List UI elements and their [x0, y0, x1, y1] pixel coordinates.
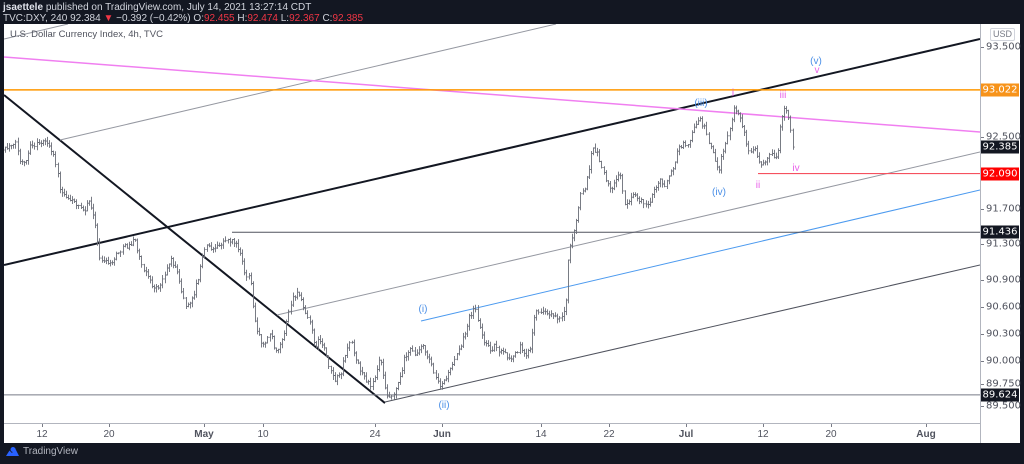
low-value: 92.367 — [289, 13, 320, 24]
price-tick — [981, 307, 984, 309]
low-label: L: — [280, 13, 290, 24]
level-89624-badge: 89.624 — [981, 388, 1019, 402]
time-tick-label: 24 — [369, 429, 381, 440]
time-tick — [42, 424, 43, 427]
time-tick-label: 20 — [825, 429, 837, 440]
author-name[interactable]: jsaettele — [3, 2, 44, 13]
chart-legend: U.S. Dollar Currency Index, 4h, TVC — [10, 29, 163, 40]
price-tick-label: 93.500 — [986, 41, 1021, 53]
wave-label-v-blue: (v) — [810, 56, 822, 67]
wave-i-channel-line[interactable] — [420, 189, 980, 322]
price-tick — [981, 208, 984, 210]
price-tick — [981, 47, 984, 48]
wave-label-iv-magenta: iv — [792, 163, 799, 174]
resistance-93022-badge: 93.022 — [981, 83, 1019, 97]
price-tick-label: 89.500 — [986, 400, 1021, 412]
time-tick — [109, 424, 110, 427]
support-92090-badge: 92.090 — [981, 167, 1019, 181]
publish-info: jsaettele published on TradingView.com, … — [3, 2, 311, 13]
time-tick — [609, 424, 610, 427]
price-change: −0.392 (−0.42%) — [116, 13, 191, 24]
price-tick — [981, 383, 984, 385]
symbol-interval: TVC:DXY, 240 — [3, 13, 68, 24]
price-tick — [981, 244, 984, 246]
price-tick-label: 91.700 — [986, 203, 1021, 215]
magenta-trend-line[interactable] — [4, 56, 980, 133]
ohlc-bars — [4, 105, 795, 400]
price-tick — [981, 280, 984, 282]
time-tick — [204, 424, 205, 427]
wave-label-iv-blue: (iv) — [712, 187, 726, 198]
down-arrow-icon: ▼ — [103, 13, 114, 24]
footer-branding[interactable]: TradingView — [4, 446, 78, 457]
tradingview-cloud-icon — [6, 447, 19, 456]
price-tick — [981, 361, 984, 363]
price-axis-border — [980, 24, 981, 443]
open-label: O: — [193, 13, 204, 24]
level-91436-badge: 91.436 — [981, 225, 1019, 239]
high-value: 92.474 — [247, 13, 278, 24]
open-value: 92.455 — [203, 13, 235, 24]
time-tick-label: Aug — [916, 429, 936, 440]
price-tick — [981, 136, 984, 138]
tradingview-brand: TradingView — [23, 446, 79, 457]
upper-channel-line[interactable] — [4, 38, 980, 266]
wave-label-ii-magenta: ii — [756, 180, 760, 191]
published-text: published on TradingView.com, July 14, 2… — [45, 2, 312, 13]
price-tick-label: 92.500 — [986, 131, 1021, 143]
time-tick-label: Jun — [433, 429, 451, 440]
time-tick — [763, 424, 764, 427]
close-value: 92.385 — [332, 13, 364, 24]
time-axis-border — [4, 423, 980, 424]
time-tick-label: May — [194, 429, 214, 440]
price-tick-label: 90.300 — [986, 328, 1021, 340]
time-tick-label: 22 — [603, 429, 615, 440]
wave-label-iii-magenta: iii — [780, 90, 787, 101]
price-tick — [981, 334, 984, 336]
price-tick — [981, 406, 984, 407]
time-tick — [442, 424, 443, 427]
time-tick-label: 10 — [257, 429, 269, 440]
high-label: H: — [237, 13, 248, 24]
time-tick — [541, 424, 542, 427]
price-tick-label: 89.750 — [986, 378, 1021, 390]
mid-channel-line[interactable] — [276, 151, 980, 316]
time-tick — [926, 424, 927, 427]
time-tick — [375, 424, 376, 427]
last-price-badge: 92.385 — [981, 140, 1019, 154]
wave-label-i-blue: (i) — [419, 304, 428, 315]
wave-label-i-magenta: i — [732, 88, 734, 99]
symbol-info: TVC:DXY, 240 92.384 ▼ −0.392 (−0.42%) O:… — [3, 13, 363, 24]
close-label: C: — [322, 13, 333, 24]
time-tick-label: 12 — [757, 429, 769, 440]
price-tick-label: 90.600 — [986, 301, 1021, 313]
gray-parallel-line-a[interactable] — [4, 24, 69, 40]
price-bars-path — [4, 105, 795, 400]
wave-label-ii-blue: (ii) — [438, 400, 449, 411]
price-tick-label: 91.300 — [986, 238, 1021, 250]
time-tick-label: Jul — [678, 429, 694, 440]
lower-channel-line[interactable] — [384, 264, 980, 403]
currency-label[interactable]: USD — [990, 28, 1016, 41]
drawing-layer[interactable] — [4, 24, 980, 404]
gray-parallel-line-b[interactable] — [59, 24, 557, 141]
last-price: 92.384 — [70, 13, 101, 24]
wave-label-v-magenta: v — [815, 65, 820, 76]
time-tick-label: 14 — [535, 429, 547, 440]
time-tick-label: 12 — [36, 429, 48, 440]
wave-label-iii-blue: (iii) — [694, 98, 707, 109]
price-tick-label: 90.000 — [986, 355, 1021, 367]
time-tick-label: 20 — [103, 429, 115, 440]
time-tick — [686, 424, 687, 427]
time-tick — [263, 424, 264, 427]
downtrend-line[interactable] — [4, 94, 386, 404]
time-tick — [831, 424, 832, 427]
price-tick-label: 90.900 — [986, 274, 1021, 286]
